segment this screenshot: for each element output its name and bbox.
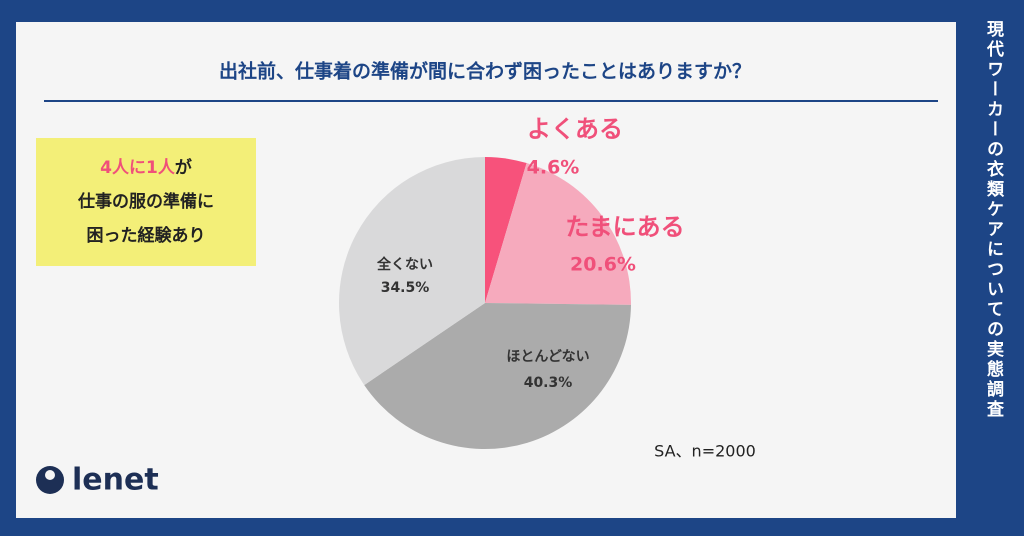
callout-line: 4人に1人が (100, 157, 192, 178)
slice-label: ほとんどない (506, 349, 589, 365)
slice-label: よくある (527, 115, 623, 143)
brand-name: lenet (72, 463, 159, 498)
sample-note: SA、n=2000 (654, 442, 756, 461)
slice-label: たまにある (565, 213, 684, 241)
callout-text: が (175, 157, 192, 178)
callout-text: 仕事の服の準備に (77, 191, 214, 212)
brand-icon-dot (45, 470, 55, 480)
value-label: 34.5% (381, 280, 430, 296)
pie-slice (485, 157, 527, 303)
pie-slice (485, 163, 631, 305)
value-label: 20.6% (570, 254, 636, 276)
callout-box (36, 138, 256, 266)
value-label: 40.3% (524, 375, 573, 391)
callout-highlight: 4人に1人 (100, 158, 176, 178)
chart-title: 出社前、仕事着の準備が間に合わず困ったことはありますか？ (219, 60, 751, 83)
pie-slice (364, 303, 631, 449)
side-title: 現代ワーカーの衣類ケアについての実態調査 (983, 20, 1003, 420)
slice-label: 全くない (376, 256, 433, 273)
value-label: 4.6% (527, 157, 580, 179)
pie-slice (339, 157, 485, 386)
callout-text: 困った経験あり (87, 225, 206, 246)
